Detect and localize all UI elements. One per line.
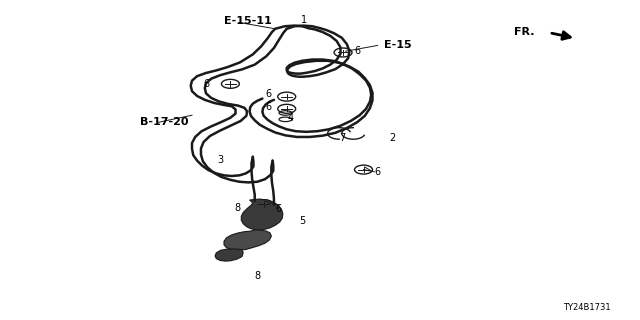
Text: 6: 6 xyxy=(204,79,210,89)
Text: TY24B1731: TY24B1731 xyxy=(563,303,611,312)
Polygon shape xyxy=(215,249,243,261)
Polygon shape xyxy=(224,230,271,250)
Text: 4: 4 xyxy=(288,113,294,124)
Text: 6: 6 xyxy=(374,167,381,177)
Text: 3: 3 xyxy=(218,155,224,165)
Text: 5: 5 xyxy=(300,216,306,226)
Text: 1: 1 xyxy=(301,15,307,25)
Text: E-15-11: E-15-11 xyxy=(224,16,272,26)
Text: B-17-20: B-17-20 xyxy=(140,117,188,127)
Text: E-15: E-15 xyxy=(384,40,412,51)
Polygon shape xyxy=(241,199,283,230)
Text: 2: 2 xyxy=(389,132,396,143)
Text: 6: 6 xyxy=(265,89,271,99)
Text: 6: 6 xyxy=(275,204,282,214)
Text: 8: 8 xyxy=(234,203,241,213)
Text: 8: 8 xyxy=(255,271,261,281)
Text: 6: 6 xyxy=(355,46,361,56)
Text: FR.: FR. xyxy=(514,27,534,37)
Text: 7: 7 xyxy=(339,133,346,143)
Text: 6: 6 xyxy=(265,102,271,112)
